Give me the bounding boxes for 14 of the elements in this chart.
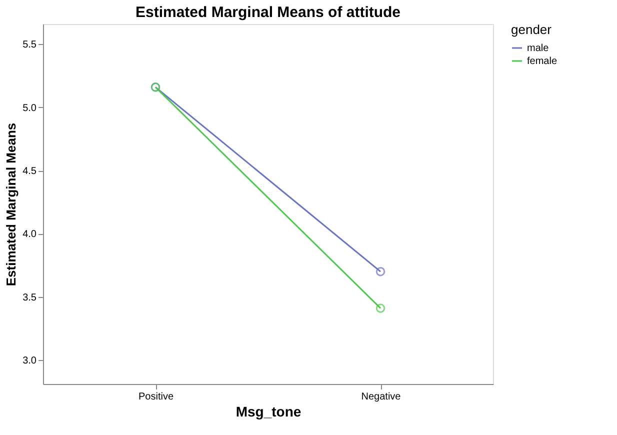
legend-label: male	[527, 43, 550, 54]
y-tick-label: 5.5	[22, 40, 37, 51]
x-tick-label: Negative	[361, 392, 402, 402]
legend-title: gender	[511, 22, 552, 37]
legend-label: female	[527, 56, 558, 67]
y-tick-label: 3.0	[22, 356, 37, 366]
x-axis-title: Msg_tone	[236, 404, 302, 420]
y-tick-label: 5.0	[22, 102, 37, 114]
x-tick-label: Positive	[138, 392, 174, 402]
y-tick-label: 4.0	[22, 229, 37, 240]
y-tick-label: 4.5	[22, 166, 37, 178]
y-tick-label: 3.5	[22, 292, 37, 304]
chart-title: Estimated Marginal Means of attitude	[135, 4, 401, 21]
y-axis-title: Estimated Marginal Means	[4, 122, 19, 286]
